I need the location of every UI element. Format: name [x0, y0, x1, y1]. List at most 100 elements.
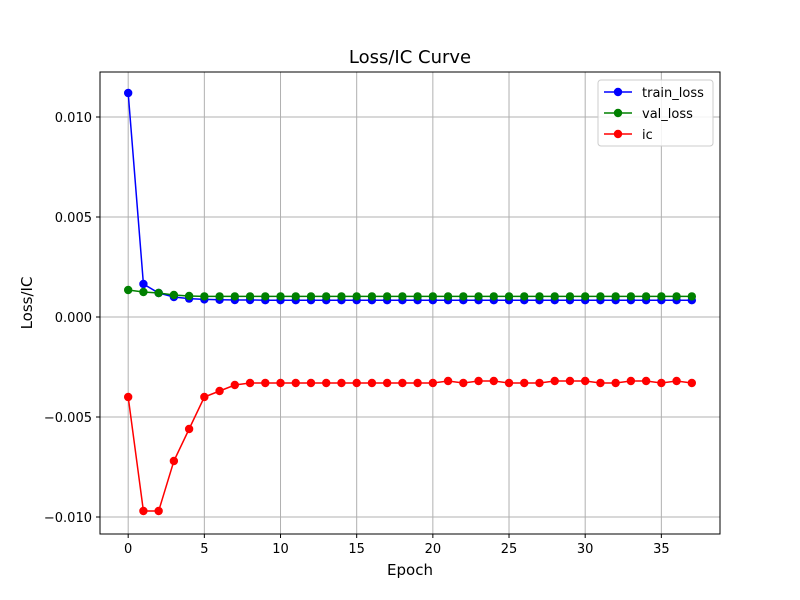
data-point: [123, 392, 133, 402]
data-point: [230, 380, 240, 390]
data-point: [428, 292, 438, 301]
legend-marker: [613, 108, 623, 118]
y-tick-label: −0.005: [44, 411, 92, 426]
legend-marker: [613, 87, 623, 97]
data-point: [261, 292, 270, 301]
x-tick-label: 10: [272, 542, 289, 557]
data-point: [123, 88, 133, 98]
data-point: [413, 378, 422, 388]
data-point: [520, 292, 529, 301]
data-point: [580, 376, 590, 386]
x-tick-label: 30: [577, 542, 594, 557]
data-point: [413, 292, 422, 301]
ticks: 0 5 10 15 20 25 30 35 −0.010 −0.005 0.000 0.005 0.01…: [44, 111, 670, 557]
series-ic: [123, 376, 697, 516]
data-point: [489, 376, 498, 386]
data-point: [687, 292, 697, 301]
data-point: [154, 288, 163, 298]
plot-frame: [99, 71, 721, 535]
data-point: [611, 292, 620, 301]
x-tick-label: 0: [124, 542, 132, 557]
data-point: [520, 378, 529, 388]
data-point: [367, 292, 377, 301]
data-point: [154, 506, 163, 516]
data-point: [626, 292, 636, 301]
data-point: [261, 378, 270, 388]
data-point: [641, 292, 651, 301]
data-point: [169, 456, 179, 466]
data-point: [657, 378, 666, 388]
data-point: [337, 292, 346, 301]
data-point: [474, 292, 483, 301]
data-point: [139, 279, 148, 289]
data-point: [382, 292, 392, 301]
data-point: [245, 378, 255, 388]
data-point: [565, 376, 575, 386]
data-point: [276, 378, 285, 388]
data-point: [550, 292, 559, 301]
data-point: [504, 378, 514, 388]
data-point: [459, 292, 468, 301]
y-tick-label: 0.010: [55, 111, 92, 126]
data-point: [489, 292, 498, 301]
legend-label: train_loss: [642, 86, 704, 101]
data-point: [230, 292, 240, 301]
data-point: [337, 378, 346, 388]
data-point: [382, 378, 392, 388]
data-point: [367, 378, 377, 388]
data-point: [139, 506, 148, 516]
y-tick-label: −0.010: [44, 511, 92, 526]
chart-title: Loss/IC Curve: [349, 47, 471, 68]
data-point: [565, 292, 575, 301]
data-point: [641, 376, 651, 386]
data-point: [245, 292, 255, 301]
data-point: [459, 378, 468, 388]
data-point: [184, 291, 194, 301]
data-point: [504, 292, 514, 301]
data-point: [215, 292, 224, 301]
data-point: [398, 292, 407, 301]
x-tick-label: 5: [200, 542, 208, 557]
legend-marker: [613, 129, 623, 139]
data-point: [352, 378, 361, 388]
data-point: [596, 292, 605, 301]
data-point: [291, 378, 300, 388]
series-val-loss: [123, 285, 697, 301]
data-point: [200, 392, 209, 402]
data-point: [139, 287, 148, 297]
data-point: [322, 292, 331, 301]
data-point: [550, 376, 559, 386]
legend-item-ic: ic: [604, 128, 653, 143]
data-point: [306, 378, 316, 388]
y-axis-label: Loss/IC: [18, 277, 36, 330]
data-point: [123, 285, 133, 295]
data-point: [428, 378, 438, 388]
data-point: [169, 290, 179, 300]
data-point: [443, 376, 453, 386]
data-point: [687, 378, 697, 388]
data-point: [352, 292, 361, 301]
data-point: [474, 376, 483, 386]
data-point: [184, 424, 194, 434]
legend-item-val-loss: val_loss: [604, 107, 693, 122]
data-point: [535, 378, 544, 388]
y-tick-label: 0.000: [55, 311, 92, 326]
x-tick-label: 20: [425, 542, 442, 557]
legend-label: ic: [642, 128, 653, 143]
data-point: [657, 292, 666, 301]
data-point: [322, 378, 331, 388]
x-tick-label: 35: [653, 542, 670, 557]
data-point: [672, 292, 681, 301]
x-tick-label: 25: [501, 542, 518, 557]
data-point: [626, 376, 636, 386]
data-point: [596, 378, 605, 388]
data-point: [276, 292, 285, 301]
y-tick-label: 0.005: [55, 211, 92, 226]
data-point: [580, 292, 590, 301]
series-layer: [123, 88, 697, 516]
data-point: [291, 292, 300, 301]
data-point: [200, 292, 209, 301]
data-point: [672, 376, 681, 386]
